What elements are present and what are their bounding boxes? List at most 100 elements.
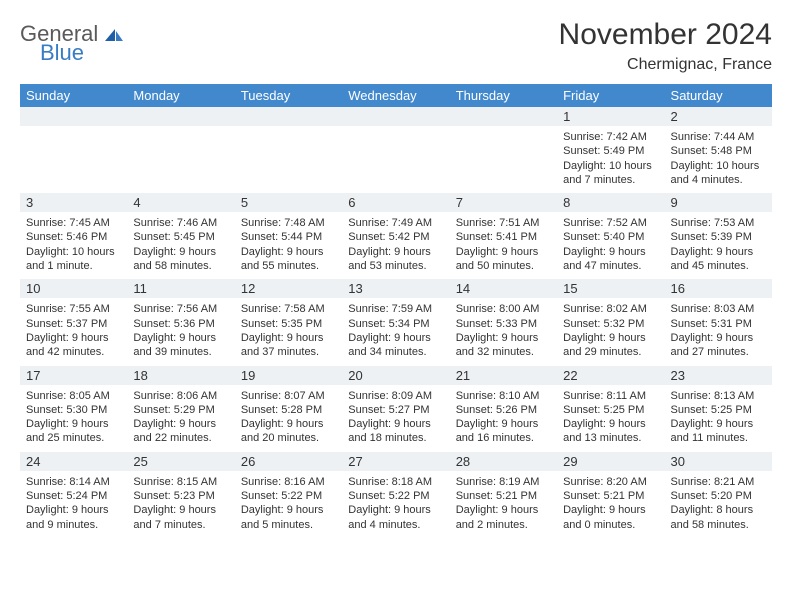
day-number xyxy=(342,107,449,126)
day-cell: Sunrise: 7:53 AMSunset: 5:39 PMDaylight:… xyxy=(665,212,772,279)
day-number-cell: 28 xyxy=(450,452,557,471)
day-number: 19 xyxy=(235,366,342,385)
day-content-row: Sunrise: 7:55 AMSunset: 5:37 PMDaylight:… xyxy=(20,298,772,365)
sunrise-text: Sunrise: 8:11 AM xyxy=(563,389,658,403)
day-number-cell: 22 xyxy=(557,366,664,385)
daylight-text: Daylight: 9 hours and 22 minutes. xyxy=(133,417,228,446)
day-number-cell: 21 xyxy=(450,366,557,385)
day-number: 16 xyxy=(665,279,772,298)
daylight-text: Daylight: 10 hours and 1 minute. xyxy=(26,245,121,274)
day-number: 21 xyxy=(450,366,557,385)
daylight-text: Daylight: 9 hours and 5 minutes. xyxy=(241,503,336,532)
day-content-row: Sunrise: 8:05 AMSunset: 5:30 PMDaylight:… xyxy=(20,385,772,452)
sunset-text: Sunset: 5:48 PM xyxy=(671,144,766,158)
day-info: Sunrise: 8:14 AMSunset: 5:24 PMDaylight:… xyxy=(26,475,121,532)
day-info: Sunrise: 7:58 AMSunset: 5:35 PMDaylight:… xyxy=(241,302,336,359)
day-info: Sunrise: 8:20 AMSunset: 5:21 PMDaylight:… xyxy=(563,475,658,532)
sunrise-text: Sunrise: 8:00 AM xyxy=(456,302,551,316)
daylight-text: Daylight: 9 hours and 7 minutes. xyxy=(133,503,228,532)
sunrise-text: Sunrise: 8:14 AM xyxy=(26,475,121,489)
day-info: Sunrise: 8:09 AMSunset: 5:27 PMDaylight:… xyxy=(348,389,443,446)
day-info: Sunrise: 7:45 AMSunset: 5:46 PMDaylight:… xyxy=(26,216,121,273)
weekday-header: Tuesday xyxy=(235,84,342,107)
day-number-cell: 17 xyxy=(20,366,127,385)
day-info: Sunrise: 7:44 AMSunset: 5:48 PMDaylight:… xyxy=(671,130,766,187)
day-cell: Sunrise: 7:46 AMSunset: 5:45 PMDaylight:… xyxy=(127,212,234,279)
day-info: Sunrise: 8:02 AMSunset: 5:32 PMDaylight:… xyxy=(563,302,658,359)
day-cell xyxy=(342,126,449,193)
calendar-page: General Blue November 2024 Chermignac, F… xyxy=(0,0,792,612)
sunrise-text: Sunrise: 8:18 AM xyxy=(348,475,443,489)
day-number: 1 xyxy=(557,107,664,126)
day-cell: Sunrise: 8:02 AMSunset: 5:32 PMDaylight:… xyxy=(557,298,664,365)
day-info: Sunrise: 7:52 AMSunset: 5:40 PMDaylight:… xyxy=(563,216,658,273)
day-number-row: 10111213141516 xyxy=(20,279,772,298)
sunrise-text: Sunrise: 8:10 AM xyxy=(456,389,551,403)
weekday-header: Thursday xyxy=(450,84,557,107)
sunrise-text: Sunrise: 8:03 AM xyxy=(671,302,766,316)
weekday-header: Monday xyxy=(127,84,234,107)
day-info: Sunrise: 7:46 AMSunset: 5:45 PMDaylight:… xyxy=(133,216,228,273)
day-number xyxy=(450,107,557,126)
day-number-cell: 24 xyxy=(20,452,127,471)
sunset-text: Sunset: 5:37 PM xyxy=(26,317,121,331)
day-number xyxy=(20,107,127,126)
day-info: Sunrise: 8:06 AMSunset: 5:29 PMDaylight:… xyxy=(133,389,228,446)
sunset-text: Sunset: 5:22 PM xyxy=(348,489,443,503)
day-number-cell: 27 xyxy=(342,452,449,471)
sunset-text: Sunset: 5:23 PM xyxy=(133,489,228,503)
sunset-text: Sunset: 5:46 PM xyxy=(26,230,121,244)
daylight-text: Daylight: 9 hours and 27 minutes. xyxy=(671,331,766,360)
daylight-text: Daylight: 10 hours and 7 minutes. xyxy=(563,159,658,188)
day-info: Sunrise: 8:05 AMSunset: 5:30 PMDaylight:… xyxy=(26,389,121,446)
day-number-cell xyxy=(20,107,127,126)
daylight-text: Daylight: 9 hours and 32 minutes. xyxy=(456,331,551,360)
day-cell: Sunrise: 8:06 AMSunset: 5:29 PMDaylight:… xyxy=(127,385,234,452)
sunset-text: Sunset: 5:31 PM xyxy=(671,317,766,331)
sunrise-text: Sunrise: 7:48 AM xyxy=(241,216,336,230)
day-number-row: 3456789 xyxy=(20,193,772,212)
daylight-text: Daylight: 9 hours and 20 minutes. xyxy=(241,417,336,446)
day-number-cell: 11 xyxy=(127,279,234,298)
brand-line2: Blue xyxy=(40,43,125,64)
title-block: November 2024 Chermignac, France xyxy=(559,18,772,74)
sunset-text: Sunset: 5:29 PM xyxy=(133,403,228,417)
day-number: 30 xyxy=(665,452,772,471)
day-number-row: 17181920212223 xyxy=(20,366,772,385)
day-cell: Sunrise: 7:55 AMSunset: 5:37 PMDaylight:… xyxy=(20,298,127,365)
day-number-cell: 14 xyxy=(450,279,557,298)
sunset-text: Sunset: 5:41 PM xyxy=(456,230,551,244)
sunrise-text: Sunrise: 7:56 AM xyxy=(133,302,228,316)
day-info: Sunrise: 7:51 AMSunset: 5:41 PMDaylight:… xyxy=(456,216,551,273)
daylight-text: Daylight: 9 hours and 50 minutes. xyxy=(456,245,551,274)
sunrise-text: Sunrise: 8:09 AM xyxy=(348,389,443,403)
day-info: Sunrise: 8:18 AMSunset: 5:22 PMDaylight:… xyxy=(348,475,443,532)
day-number: 25 xyxy=(127,452,234,471)
daylight-text: Daylight: 9 hours and 39 minutes. xyxy=(133,331,228,360)
day-number-cell xyxy=(342,107,449,126)
day-cell: Sunrise: 8:07 AMSunset: 5:28 PMDaylight:… xyxy=(235,385,342,452)
day-number-cell: 29 xyxy=(557,452,664,471)
day-cell: Sunrise: 7:58 AMSunset: 5:35 PMDaylight:… xyxy=(235,298,342,365)
day-number: 28 xyxy=(450,452,557,471)
day-cell: Sunrise: 8:03 AMSunset: 5:31 PMDaylight:… xyxy=(665,298,772,365)
day-number-cell xyxy=(450,107,557,126)
day-info: Sunrise: 8:15 AMSunset: 5:23 PMDaylight:… xyxy=(133,475,228,532)
day-number-cell: 15 xyxy=(557,279,664,298)
day-number-cell xyxy=(235,107,342,126)
day-cell: Sunrise: 8:15 AMSunset: 5:23 PMDaylight:… xyxy=(127,471,234,538)
sunset-text: Sunset: 5:28 PM xyxy=(241,403,336,417)
day-number xyxy=(235,107,342,126)
day-number-cell: 2 xyxy=(665,107,772,126)
daylight-text: Daylight: 8 hours and 58 minutes. xyxy=(671,503,766,532)
day-number-cell: 3 xyxy=(20,193,127,212)
daylight-text: Daylight: 9 hours and 2 minutes. xyxy=(456,503,551,532)
sail-icon xyxy=(103,27,125,43)
day-cell: Sunrise: 8:18 AMSunset: 5:22 PMDaylight:… xyxy=(342,471,449,538)
daylight-text: Daylight: 9 hours and 53 minutes. xyxy=(348,245,443,274)
day-number: 8 xyxy=(557,193,664,212)
sunrise-text: Sunrise: 8:20 AM xyxy=(563,475,658,489)
day-number-cell: 5 xyxy=(235,193,342,212)
sunset-text: Sunset: 5:22 PM xyxy=(241,489,336,503)
sunrise-text: Sunrise: 7:46 AM xyxy=(133,216,228,230)
